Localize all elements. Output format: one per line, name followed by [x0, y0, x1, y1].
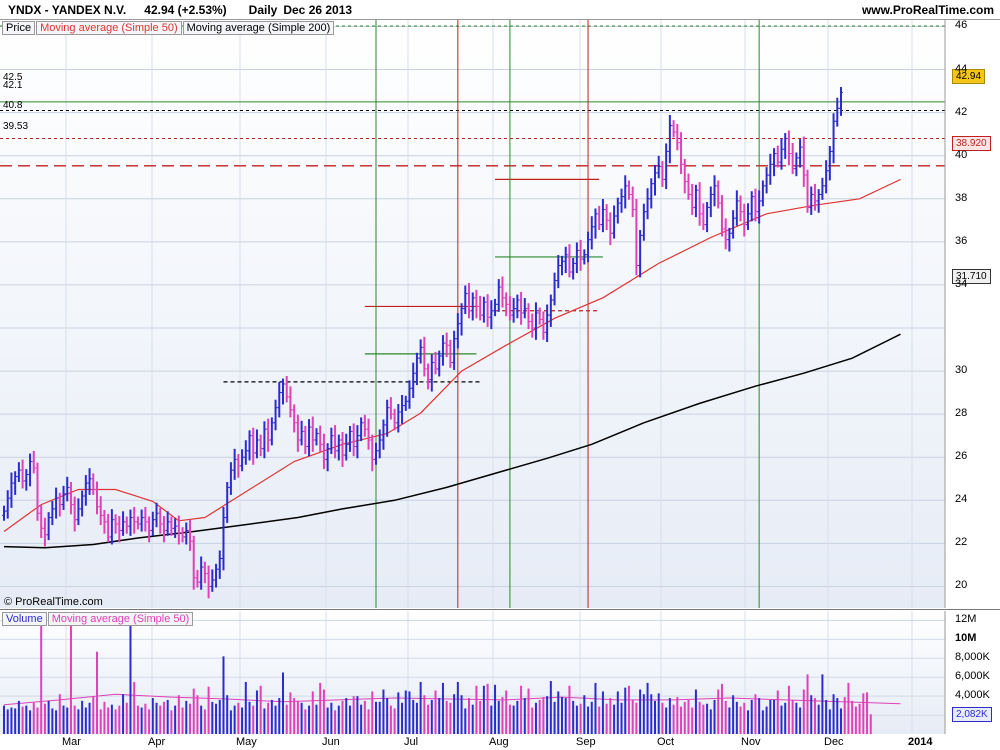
month-tick: Apr: [148, 736, 166, 748]
legend-volume-ma50[interactable]: Moving average (Simple 50): [47, 612, 194, 626]
legend-ma50[interactable]: Moving average (Simple 50): [36, 21, 182, 35]
legend-ma200[interactable]: Moving average (Simple 200): [182, 21, 335, 35]
date-label: Dec 26 2013: [283, 2, 353, 17]
copyright-label: © ProRealTime.com: [4, 596, 103, 608]
last-price-tag: 42.94: [952, 69, 986, 84]
volume-tick: 8,000K: [955, 651, 990, 664]
volume-tick: 10M: [955, 632, 977, 645]
symbol-title: YNDX - YANDEX N.V.: [8, 2, 127, 17]
month-tick: Oct: [657, 736, 675, 748]
month-tick: Jun: [322, 736, 340, 748]
price-tick: 30: [955, 364, 968, 377]
volume-ma50-line: [3, 693, 901, 706]
price-tick: 38: [955, 191, 968, 204]
price-tick: 24: [955, 493, 968, 506]
price-tick: 36: [955, 234, 968, 247]
period-label: Daily: [248, 2, 278, 17]
price-tick: 44: [955, 62, 968, 75]
price-legend: Price Moving average (Simple 50) Moving …: [2, 21, 335, 35]
price-tick: 42: [955, 105, 968, 118]
month-tick: Jul: [404, 736, 419, 748]
level-label-42-5: 42.5: [3, 72, 23, 83]
month-tick: 2014: [908, 736, 933, 748]
volume-tick: 6,000K: [955, 670, 990, 683]
legend-volume[interactable]: Volume: [2, 612, 47, 626]
month-tick: Mar: [62, 736, 81, 748]
last-price: 42.94 (+2.53%): [144, 2, 227, 17]
ma50-line: [3, 178, 901, 532]
month-tick: Dec: [824, 736, 844, 748]
site-link[interactable]: www.ProRealTime.com: [861, 3, 994, 17]
price-tick: 40: [955, 148, 968, 161]
volume-tick: 12M: [955, 613, 977, 626]
volume-tag: 2,082K: [952, 707, 992, 722]
month-tick: May: [236, 736, 257, 748]
ma200-line: [3, 333, 901, 549]
price-tick: 26: [955, 450, 968, 463]
volume-legend: Volume Moving average (Simple 50): [2, 612, 194, 626]
price-tick: 46: [955, 19, 968, 32]
month-tick: Aug: [489, 736, 509, 748]
price-tick: 20: [955, 579, 968, 592]
level-label-40-8: 40.8: [3, 100, 23, 111]
ma200-tag: 31.710: [952, 269, 991, 284]
price-tick: 28: [955, 407, 968, 420]
level-label-42-1: 42.1: [3, 80, 23, 91]
chart-header: YNDX - YANDEX N.V. 42.94 (+2.53%) Daily …: [0, 0, 1000, 19]
legend-price[interactable]: Price: [2, 21, 36, 35]
price-tick: 34: [955, 277, 968, 290]
volume-tick: 4,000K: [955, 689, 990, 702]
month-tick: Sep: [576, 736, 596, 748]
month-tick: Nov: [741, 736, 761, 748]
ma50-tag: 38.920: [952, 136, 991, 151]
level-label-39-53: 39.53: [3, 121, 29, 132]
price-tick: 22: [955, 536, 968, 549]
